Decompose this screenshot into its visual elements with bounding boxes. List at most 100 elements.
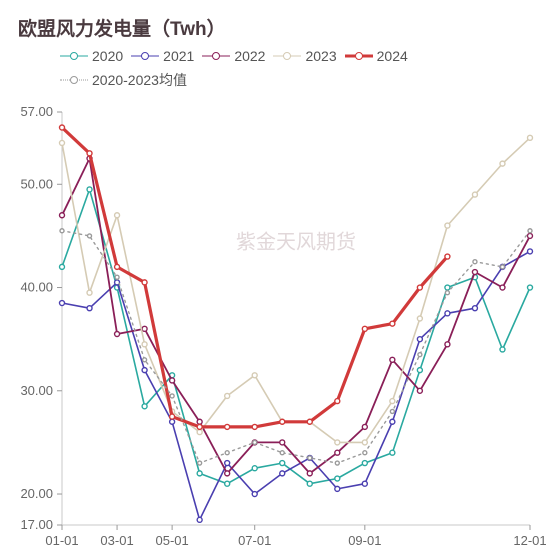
legend-label: 2023 xyxy=(305,48,336,64)
series-marker xyxy=(60,213,65,218)
series-marker xyxy=(87,151,92,156)
y-tick-label: 20.00 xyxy=(20,486,53,501)
series-marker xyxy=(60,125,65,130)
x-tick-label: 01-01 xyxy=(45,533,78,548)
series-marker xyxy=(197,471,202,476)
legend-item: 2020 xyxy=(60,48,123,64)
series-marker xyxy=(87,187,92,192)
legend-label: 2022 xyxy=(234,48,265,64)
series-marker xyxy=(362,440,367,445)
series-marker xyxy=(142,404,147,409)
y-tick-label: 50.00 xyxy=(20,176,53,191)
series-marker xyxy=(335,476,340,481)
x-tick-label: 09-01 xyxy=(348,533,381,548)
series-marker xyxy=(253,440,257,444)
series-marker xyxy=(115,331,120,336)
series-marker xyxy=(418,353,422,357)
legend-swatch xyxy=(202,51,230,61)
legend-label: 2024 xyxy=(377,48,408,64)
series-marker xyxy=(528,249,533,254)
series-marker xyxy=(307,471,312,476)
series-marker xyxy=(87,306,92,311)
legend-label: 2020-2023均值 xyxy=(92,70,187,90)
series-marker xyxy=(252,492,257,497)
series-marker xyxy=(142,280,147,285)
series-line xyxy=(62,138,530,443)
y-tick-label: 57.00 xyxy=(20,104,53,119)
series-marker xyxy=(115,264,120,269)
legend-swatch xyxy=(273,51,301,61)
series-marker xyxy=(225,461,230,466)
series-marker xyxy=(335,461,339,465)
series-marker xyxy=(60,140,65,145)
series-marker xyxy=(198,461,202,465)
series-marker xyxy=(445,223,450,228)
series-marker xyxy=(472,192,477,197)
series-marker xyxy=(390,450,395,455)
series-marker xyxy=(500,285,505,290)
legend-item: 2022 xyxy=(202,48,265,64)
series-marker xyxy=(417,368,422,373)
series-marker xyxy=(280,461,285,466)
series-marker xyxy=(170,378,175,383)
series-marker xyxy=(335,486,340,491)
series-marker xyxy=(390,419,395,424)
x-tick-label: 05-01 xyxy=(155,533,188,548)
series-marker xyxy=(445,254,450,259)
series-marker xyxy=(280,471,285,476)
y-tick-label: 30.00 xyxy=(20,383,53,398)
series-marker xyxy=(280,419,285,424)
series-marker xyxy=(252,466,257,471)
series-line xyxy=(62,251,530,519)
legend-label: 2020 xyxy=(92,48,123,64)
series-marker xyxy=(445,291,449,295)
series-marker xyxy=(472,306,477,311)
series-marker xyxy=(362,326,367,331)
series-marker xyxy=(60,264,65,269)
series-marker xyxy=(280,440,285,445)
series-marker xyxy=(363,451,367,455)
series-marker xyxy=(445,285,450,290)
series-marker xyxy=(362,461,367,466)
series-marker xyxy=(335,450,340,455)
series-marker xyxy=(308,456,312,460)
series-marker xyxy=(417,316,422,321)
y-tick-label: 17.00 xyxy=(20,517,53,532)
y-tick-label: 40.00 xyxy=(20,280,53,295)
series-marker xyxy=(362,424,367,429)
series-marker xyxy=(500,265,504,269)
series-marker xyxy=(225,393,230,398)
series-marker xyxy=(528,229,532,233)
series-marker xyxy=(390,399,395,404)
series-marker xyxy=(417,337,422,342)
series-marker xyxy=(445,342,450,347)
series-marker xyxy=(225,424,230,429)
series-marker xyxy=(197,517,202,522)
series-marker xyxy=(197,424,202,429)
series-marker xyxy=(528,233,533,238)
series-line xyxy=(62,128,447,427)
series-marker xyxy=(142,342,147,347)
series-marker xyxy=(500,161,505,166)
chart-legend: 202020212022202320242020-2023均值 xyxy=(60,48,530,90)
series-marker xyxy=(197,419,202,424)
series-marker xyxy=(225,451,229,455)
series-marker xyxy=(335,440,340,445)
series-marker xyxy=(335,399,340,404)
series-marker xyxy=(142,368,147,373)
series-marker xyxy=(115,213,120,218)
series-marker xyxy=(417,285,422,290)
series-marker xyxy=(252,424,257,429)
series-marker xyxy=(170,394,174,398)
series-marker xyxy=(143,358,147,362)
legend-swatch xyxy=(345,51,373,61)
legend-swatch xyxy=(60,75,88,85)
legend-swatch xyxy=(60,51,88,61)
series-marker xyxy=(142,326,147,331)
chart-root: 欧盟风力发电量（Twh） 202020212022202320242020-20… xyxy=(0,0,550,555)
x-tick-label: 12-01 xyxy=(513,533,546,548)
series-marker xyxy=(307,419,312,424)
x-tick-label: 03-01 xyxy=(100,533,133,548)
series-marker xyxy=(252,373,257,378)
series-marker xyxy=(445,311,450,316)
